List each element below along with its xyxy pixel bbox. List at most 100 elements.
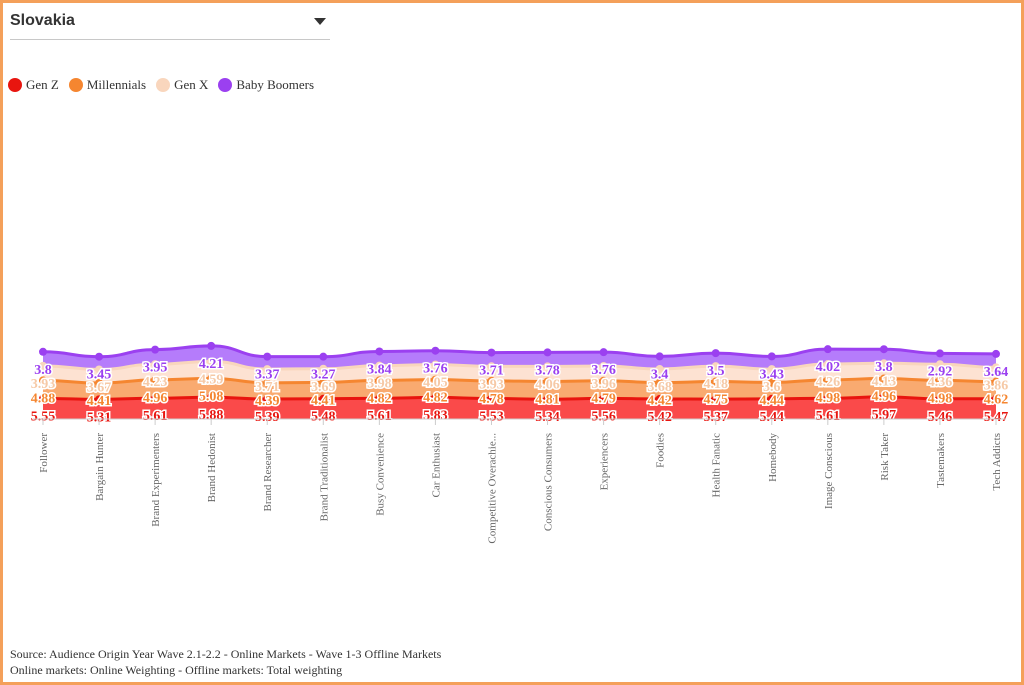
data-label-baby-boomers: 3.4 xyxy=(651,367,669,382)
point-millennials xyxy=(319,378,328,387)
legend-item-millennials[interactable]: Millennials xyxy=(68,77,147,93)
legend-swatch-baby-boomers xyxy=(218,78,233,92)
line-gen-x xyxy=(42,359,997,371)
point-gen-x xyxy=(655,364,664,373)
legend-item-baby-boomers[interactable]: Baby Boomers xyxy=(218,77,314,93)
data-label-millennials: 4.41 xyxy=(311,393,336,408)
data-label-baby-boomers: 3.71 xyxy=(479,364,504,379)
data-label-gen-x: 4.26 xyxy=(816,375,841,390)
data-label-baby-boomers: 3.5 xyxy=(707,364,725,379)
data-label-millennials: 5.08 xyxy=(199,389,224,404)
data-label-baby-boomers: 3.84 xyxy=(367,362,392,377)
data-label-millennials: 4.42 xyxy=(647,394,672,409)
point-gen-z xyxy=(207,393,216,402)
point-millennials xyxy=(823,375,832,384)
point-millennials xyxy=(935,376,944,385)
point-millennials xyxy=(992,377,1000,386)
point-baby-boomers xyxy=(767,352,776,361)
point-millennials xyxy=(39,376,47,385)
line-millennials xyxy=(42,376,997,385)
data-label-millennials: 4.82 xyxy=(423,391,448,406)
data-label-gen-x: 3.67 xyxy=(87,380,112,395)
stacked-area-chart: 5.55 5.31 5.61 5.88 5.39 5.48 5.61 5.83 5.53 5.34… xyxy=(29,341,1010,544)
data-label-millennials: 4.78 xyxy=(479,392,504,407)
country-dropdown-value: Slovakia xyxy=(10,12,75,29)
point-gen-z xyxy=(319,394,328,403)
point-millennials xyxy=(599,376,608,385)
point-millennials xyxy=(767,378,776,387)
point-gen-x xyxy=(935,360,944,369)
data-label-gen-z: 5.61 xyxy=(143,409,168,424)
data-label-gen-z: 5.53 xyxy=(479,410,504,425)
data-label-baby-boomers: 3.8 xyxy=(34,363,52,378)
point-millennials xyxy=(711,377,720,386)
data-label-gen-x: 4.13 xyxy=(872,374,897,389)
line-gen-z xyxy=(42,395,997,401)
point-gen-x xyxy=(263,365,272,374)
point-gen-x xyxy=(375,361,384,370)
data-label-baby-boomers: 3.76 xyxy=(591,363,616,378)
point-millennials xyxy=(431,375,440,384)
point-baby-boomers xyxy=(319,352,328,361)
point-millennials xyxy=(543,377,552,386)
point-baby-boomers xyxy=(992,349,1000,358)
point-gen-x xyxy=(95,365,104,374)
point-baby-boomers xyxy=(879,345,888,354)
x-tick-label: Tech Addicts xyxy=(991,433,1003,491)
point-gen-z xyxy=(935,394,944,403)
point-baby-boomers xyxy=(151,345,160,354)
data-label-gen-x: 3.68 xyxy=(647,380,672,395)
point-gen-x xyxy=(992,363,1000,372)
data-label-gen-x: 3.86 xyxy=(984,378,1009,393)
data-label-gen-x: 3.93 xyxy=(479,377,504,392)
point-baby-boomers xyxy=(711,349,720,358)
legend-label-millennials: Millennials xyxy=(86,77,147,92)
data-label-millennials: 4.98 xyxy=(816,391,841,406)
data-label-millennials: 4.75 xyxy=(703,393,728,408)
point-gen-z xyxy=(151,394,160,403)
source-note: Source: Audience Origin Year Wave 2.1-2.… xyxy=(10,647,442,661)
country-dropdown[interactable]: Slovakia xyxy=(10,8,330,40)
point-gen-x xyxy=(431,360,440,369)
data-label-gen-x: 4.05 xyxy=(423,376,448,391)
legend-item-gen-z[interactable]: Gen Z xyxy=(8,77,59,93)
point-baby-boomers xyxy=(935,349,944,358)
data-label-millennials: 4.96 xyxy=(872,390,897,405)
x-tick-label: Brand Researcher xyxy=(262,433,274,512)
area-gen-x xyxy=(43,361,996,384)
point-millennials xyxy=(487,376,496,385)
x-tick-label: Experiencers xyxy=(599,433,611,490)
legend-label-baby-boomers: Baby Boomers xyxy=(236,77,315,92)
data-label-baby-boomers: 3.37 xyxy=(255,368,280,383)
data-label-gen-z: 5.39 xyxy=(255,410,280,425)
data-label-millennials: 4.39 xyxy=(255,394,280,409)
point-baby-boomers xyxy=(263,352,272,361)
weighting-note: Online markets: Online Weighting - Offli… xyxy=(10,663,343,677)
x-tick-label: Foodies xyxy=(655,433,667,468)
data-label-millennials: 4.82 xyxy=(367,391,392,406)
x-tick-label: Bargain Hunter xyxy=(94,433,106,501)
legend-item-gen-x[interactable]: Gen X xyxy=(156,77,208,93)
x-tick-label: Brand Hedonist xyxy=(206,433,218,502)
area-baby-boomers xyxy=(43,345,996,370)
chevron-down-icon[interactable] xyxy=(314,18,326,25)
point-gen-x xyxy=(599,362,608,371)
line-baby-boomers xyxy=(42,344,997,359)
data-label-baby-boomers: 3.8 xyxy=(875,360,893,375)
x-tick-label: Car Enthusiast xyxy=(430,433,442,497)
legend-label-gen-x: Gen X xyxy=(174,77,209,92)
data-label-millennials: 4.98 xyxy=(928,391,953,406)
data-label-millennials: 4.96 xyxy=(143,391,168,406)
legend-swatch-gen-x xyxy=(156,78,171,92)
point-gen-z xyxy=(655,394,664,403)
point-millennials xyxy=(375,376,384,385)
point-millennials xyxy=(151,375,160,384)
point-gen-x xyxy=(151,360,160,369)
point-gen-x xyxy=(39,361,47,370)
legend: Gen Z Millennials Gen X Baby Boomers xyxy=(8,76,324,94)
point-millennials xyxy=(263,378,272,387)
data-label-gen-z: 5.42 xyxy=(647,410,672,425)
data-label-gen-z: 5.55 xyxy=(31,409,56,424)
data-label-baby-boomers: 3.27 xyxy=(311,368,336,383)
data-label-millennials: 4.81 xyxy=(535,392,560,407)
